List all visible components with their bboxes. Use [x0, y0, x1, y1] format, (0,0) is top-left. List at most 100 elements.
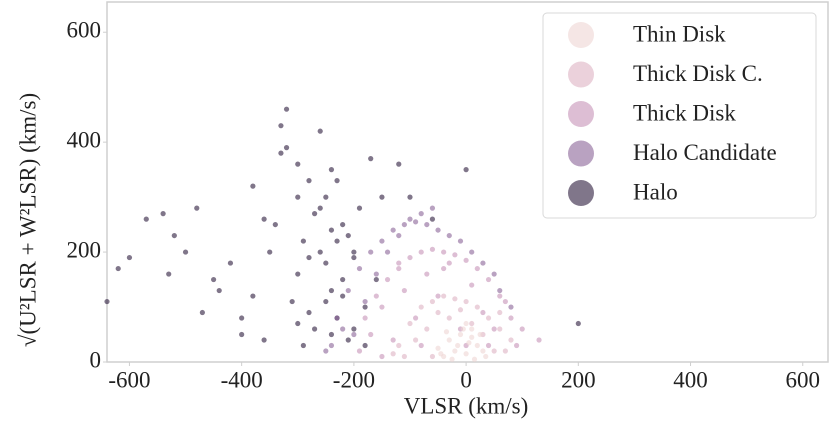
data-point [474, 304, 480, 310]
data-point [160, 211, 166, 217]
data-point [356, 265, 363, 272]
data-point [261, 337, 267, 343]
data-point [345, 337, 351, 343]
data-point [323, 260, 329, 266]
data-point [407, 216, 413, 222]
data-point [250, 183, 256, 189]
data-point [300, 238, 306, 244]
data-point [306, 178, 312, 184]
data-point [469, 334, 475, 340]
data-point [340, 326, 346, 332]
data-point [407, 320, 413, 327]
y-tick-label: 600 [67, 18, 102, 43]
plot-frame [106, 1, 829, 363]
data-point [452, 348, 458, 354]
data-point [317, 249, 323, 255]
data-point [536, 337, 542, 343]
data-point [449, 356, 455, 362]
data-point [194, 205, 200, 211]
legend: Thin Disk Thick Disk C. Thick Disk Halo Can… [568, 21, 777, 206]
data-point [519, 326, 525, 332]
data-point [396, 232, 402, 239]
data-point [407, 194, 413, 200]
x-tick-label: -200 [333, 367, 375, 392]
data-point [227, 260, 234, 266]
data-point [351, 254, 357, 261]
data-point [379, 304, 385, 310]
data-point [457, 307, 464, 313]
data-point [412, 219, 419, 225]
data-point [328, 227, 335, 233]
data-point [278, 123, 284, 129]
data-point [429, 353, 436, 360]
data-point [424, 271, 430, 277]
data-point [272, 221, 278, 228]
data-point [412, 337, 419, 343]
data-point [474, 265, 480, 272]
data-point [261, 216, 267, 222]
data-point [334, 315, 340, 321]
data-point [441, 265, 447, 272]
data-point [469, 326, 475, 332]
data-point [345, 287, 351, 294]
x-axis-label: VLSR (km/s) [404, 393, 529, 418]
data-point [396, 265, 402, 272]
legend-marker [568, 22, 594, 48]
data-point [295, 320, 301, 327]
data-point [463, 257, 469, 263]
data-point [441, 293, 447, 299]
legend-marker [568, 101, 594, 127]
data-point [396, 342, 402, 349]
data-point [463, 167, 469, 173]
y-axis-label: √(U²LSR + W²LSR) (km/s) [15, 93, 40, 347]
data-point [480, 348, 486, 354]
data-point [362, 315, 368, 321]
data-point [429, 216, 436, 222]
data-point [345, 232, 351, 239]
data-point [356, 348, 363, 354]
legend-label: Thick Disk C. [633, 61, 763, 86]
data-point [295, 194, 301, 200]
data-point [362, 298, 368, 305]
data-point [328, 167, 335, 173]
data-point [379, 353, 385, 360]
data-point [485, 276, 492, 283]
x-tick-label: 200 [561, 367, 596, 392]
data-point [216, 287, 222, 294]
data-point [328, 287, 335, 294]
data-point [446, 260, 452, 266]
data-point [384, 276, 391, 283]
data-point [401, 221, 407, 228]
data-point [463, 320, 469, 327]
data-point [340, 293, 346, 299]
data-point [283, 106, 290, 112]
data-point [457, 331, 464, 338]
data-point [412, 315, 419, 321]
data-point [463, 298, 469, 305]
data-point [379, 238, 385, 244]
data-point [317, 128, 323, 134]
data-point [250, 293, 256, 299]
x-tick-label: 0 [460, 367, 472, 392]
legend-marker [568, 140, 594, 167]
data-point [435, 227, 441, 233]
data-point [362, 342, 368, 349]
data-point [418, 211, 424, 217]
data-point [443, 329, 450, 335]
data-point [323, 348, 329, 354]
data-point [368, 156, 374, 162]
data-point [452, 296, 458, 302]
x-tick-label: 400 [673, 367, 708, 392]
data-point [351, 326, 357, 332]
data-point [379, 194, 385, 200]
data-point [351, 331, 357, 338]
axes: -600 -400 -200 0 200 400 600 0 200 400 600 [67, 18, 821, 393]
data-point [104, 298, 110, 305]
data-point [328, 342, 335, 349]
data-point [334, 238, 340, 244]
data-point [497, 309, 503, 316]
data-point [508, 304, 514, 310]
data-point [356, 205, 363, 211]
data-point [278, 150, 284, 156]
